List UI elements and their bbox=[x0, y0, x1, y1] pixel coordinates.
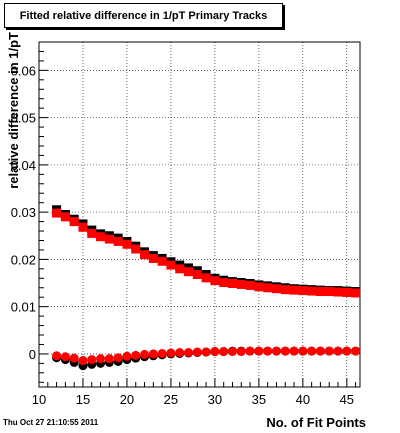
y-tick-label: 0.01 bbox=[11, 300, 36, 315]
data-point-circle bbox=[298, 346, 308, 356]
data-point-circle bbox=[351, 346, 361, 356]
x-tick-label: 15 bbox=[76, 392, 90, 407]
data-point-circle bbox=[245, 346, 255, 356]
data-point-circle bbox=[184, 348, 194, 357]
data-point-square bbox=[254, 282, 264, 292]
data-point-circle bbox=[122, 351, 132, 361]
data-point-circle bbox=[157, 348, 167, 358]
y-tick-label: 0 bbox=[29, 347, 36, 362]
chart-title-box: Fitted relative difference in 1/pT Prima… bbox=[4, 3, 283, 28]
data-point-circle bbox=[263, 346, 273, 356]
data-point-circle bbox=[324, 346, 334, 356]
data-point-square bbox=[351, 288, 361, 298]
data-point-square bbox=[210, 276, 220, 286]
data-point-circle bbox=[201, 347, 211, 357]
chart-title: Fitted relative difference in 1/pT Prima… bbox=[19, 9, 268, 22]
data-point-circle bbox=[254, 346, 264, 356]
data-point-square bbox=[333, 287, 343, 297]
data-point-square bbox=[192, 270, 202, 280]
series-0 bbox=[52, 205, 361, 297]
data-point-square bbox=[140, 250, 150, 260]
data-point-circle bbox=[227, 347, 237, 357]
data-point-circle bbox=[289, 346, 299, 356]
data-point-square bbox=[342, 287, 352, 297]
data-point-circle bbox=[87, 355, 97, 365]
y-tick-label: 0.06 bbox=[11, 63, 36, 78]
data-point-circle bbox=[315, 346, 325, 356]
x-tick-label: 20 bbox=[120, 392, 134, 407]
data-point-square bbox=[227, 279, 237, 288]
data-point-square bbox=[271, 284, 281, 294]
data-point-circle bbox=[96, 354, 106, 364]
data-point-square bbox=[166, 260, 176, 270]
data-point-square bbox=[87, 228, 97, 238]
x-tick-label: 40 bbox=[296, 392, 310, 407]
data-point-circle bbox=[192, 347, 202, 357]
ticks-layer: 10 15 20 25 30 35 40 45 0 0.01 0.02 0.03 0.04 0.05 0.0… bbox=[11, 50, 357, 407]
data-point-square bbox=[122, 239, 132, 249]
x-tick-label: 25 bbox=[164, 392, 178, 407]
data-point-square bbox=[289, 285, 299, 295]
series-3 bbox=[52, 346, 361, 366]
data-point-circle bbox=[60, 352, 70, 362]
data-point-square bbox=[315, 287, 325, 297]
data-point-square bbox=[60, 212, 70, 222]
data-point-circle bbox=[148, 349, 158, 359]
y-axis-label: relative difference in 1/pT bbox=[6, 32, 21, 189]
x-tick-label: 10 bbox=[32, 392, 46, 407]
data-point-square bbox=[307, 286, 317, 296]
x-tick-label: 30 bbox=[208, 392, 222, 407]
data-point-square bbox=[148, 253, 158, 263]
data-point-square bbox=[69, 217, 79, 227]
y-tick-label: 0.04 bbox=[11, 158, 36, 173]
data-point-square bbox=[104, 234, 114, 244]
data-point-square bbox=[201, 273, 211, 283]
data-point-square bbox=[96, 232, 106, 242]
data-point-circle bbox=[131, 350, 141, 360]
data-point-square bbox=[52, 208, 62, 218]
data-point-square bbox=[236, 279, 246, 289]
x-tick-label: 45 bbox=[340, 392, 354, 407]
data-point-square bbox=[324, 287, 334, 297]
data-point-circle bbox=[113, 353, 123, 363]
data-point-circle bbox=[52, 351, 62, 361]
data-point-circle bbox=[236, 347, 246, 357]
timestamp: Thu Oct 27 21:10:55 2011 bbox=[3, 418, 99, 427]
data-point-circle bbox=[333, 346, 343, 356]
data-point-circle bbox=[175, 348, 185, 357]
y-tick-label: 0.03 bbox=[11, 205, 36, 220]
data-point-circle bbox=[271, 346, 281, 356]
data-point-circle bbox=[342, 346, 352, 356]
x-tick-label: 35 bbox=[252, 392, 266, 407]
data-point-circle bbox=[104, 354, 114, 364]
data-point-circle bbox=[210, 347, 220, 357]
grid-layer bbox=[38, 42, 360, 387]
data-point-square bbox=[184, 267, 194, 277]
y-tick-label: 0.02 bbox=[11, 252, 36, 267]
data-point-square bbox=[157, 256, 167, 266]
y-tick-label: 0.05 bbox=[11, 111, 36, 126]
data-point-square bbox=[131, 244, 141, 254]
data-point-square bbox=[113, 236, 123, 246]
plot-frame bbox=[38, 41, 361, 388]
x-axis-label: No. of Fit Points bbox=[266, 415, 366, 430]
data-point-square bbox=[263, 283, 273, 293]
data-point-circle bbox=[69, 353, 79, 363]
marks-layer bbox=[52, 205, 361, 371]
data-point-square bbox=[298, 286, 308, 296]
data-point-square bbox=[78, 222, 88, 232]
series-1 bbox=[52, 208, 361, 298]
data-point-circle bbox=[307, 346, 317, 356]
data-point-circle bbox=[140, 349, 150, 359]
data-point-square bbox=[280, 285, 290, 295]
data-point-circle bbox=[219, 347, 229, 357]
data-point-circle bbox=[78, 356, 88, 366]
data-point-square bbox=[245, 280, 255, 290]
data-point-circle bbox=[280, 346, 290, 356]
data-point-square bbox=[219, 278, 229, 288]
data-point-circle bbox=[166, 348, 176, 358]
data-point-square bbox=[175, 264, 185, 274]
